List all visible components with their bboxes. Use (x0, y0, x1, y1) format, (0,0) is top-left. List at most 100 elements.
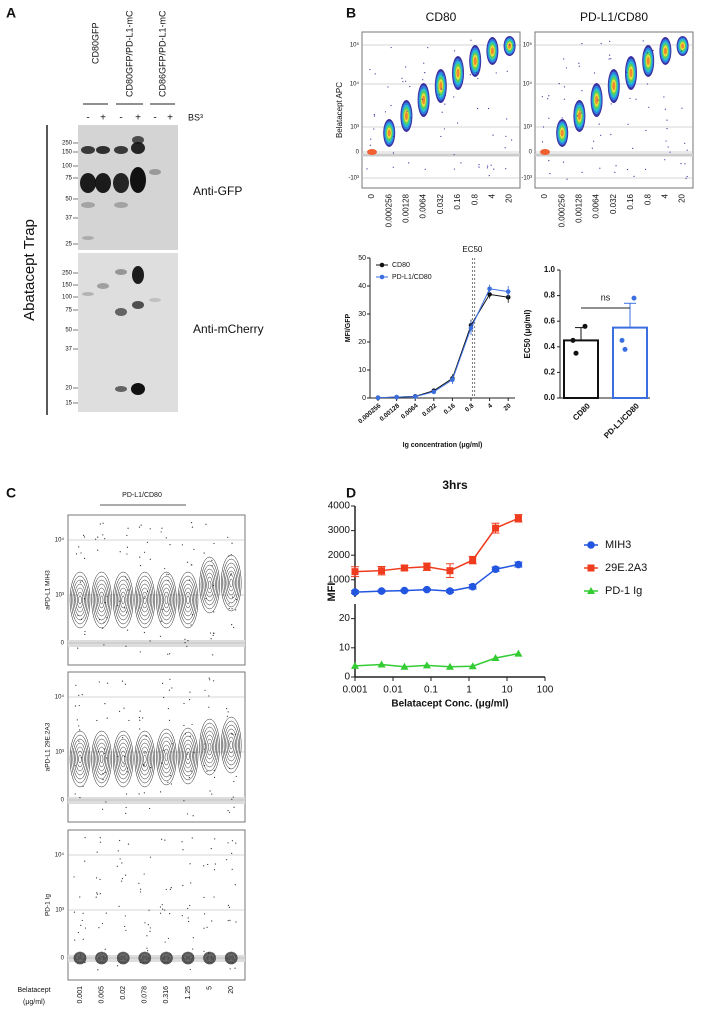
event-dot (104, 538, 106, 540)
contour (143, 595, 147, 605)
event-dot (139, 651, 141, 653)
data-point (446, 567, 454, 575)
event-dot (456, 122, 459, 124)
event-dot (168, 689, 170, 691)
data-point (514, 649, 523, 657)
contour (77, 955, 83, 961)
event-dot (140, 524, 142, 526)
data-point (582, 323, 588, 329)
event-dot (234, 884, 236, 886)
x-tick-label: 0.000256 (384, 193, 393, 227)
event-dot (125, 929, 127, 931)
contour (227, 954, 235, 962)
contour (159, 579, 174, 621)
x-tick-label: 0.0064 (592, 193, 601, 218)
event-dot (565, 67, 567, 69)
event-dot (453, 50, 456, 52)
contour (199, 556, 220, 614)
event-dot (181, 841, 183, 843)
contour (164, 955, 169, 961)
y-tick-label: -10³ (348, 176, 359, 182)
event-cloud (663, 47, 667, 55)
event-dot (102, 534, 104, 536)
contour (161, 744, 171, 770)
event-dot (548, 117, 550, 119)
contour (78, 956, 82, 960)
event-dot (183, 724, 185, 727)
contour (205, 953, 215, 963)
event-dot (669, 151, 671, 153)
event-cloud (422, 95, 426, 105)
event-dot (226, 715, 228, 717)
data-point (445, 662, 454, 670)
plot-frame (67, 829, 246, 981)
contour (76, 954, 84, 962)
y-tick-label: 20 (339, 613, 351, 624)
event-dot (80, 552, 82, 554)
contour (220, 716, 242, 774)
legend-marker (587, 541, 595, 549)
contour (205, 734, 215, 760)
event-dot (186, 561, 189, 563)
event-dot (680, 162, 682, 165)
y-tick-label: 0 (344, 672, 350, 683)
panel-letter: C (6, 485, 16, 501)
event-dot (146, 935, 148, 937)
x-tick-label: 4 (488, 193, 497, 198)
event-dot (143, 551, 146, 553)
contour (115, 579, 131, 621)
contour (204, 952, 216, 964)
event-dot (121, 862, 123, 864)
contour (121, 754, 125, 764)
contour (160, 583, 173, 617)
event-dot (487, 165, 489, 167)
contour (184, 747, 192, 765)
event-dot (95, 538, 97, 540)
y-tick-label: 10 (358, 367, 366, 374)
event-dot (125, 874, 127, 876)
event-dot (427, 47, 429, 49)
event-dot (104, 948, 106, 950)
data-point (570, 337, 576, 343)
event-dot (167, 653, 169, 655)
contour (115, 738, 131, 780)
event-dot (120, 880, 123, 882)
zero-band (68, 955, 245, 962)
mw-marker: 150 (62, 283, 73, 289)
event-dot (168, 573, 170, 576)
data-point (468, 582, 477, 591)
event-dot (102, 772, 104, 775)
contour (99, 595, 104, 605)
event-dot (686, 149, 688, 151)
contour (117, 742, 130, 776)
event-dot (148, 807, 151, 810)
contour (202, 726, 217, 768)
contour (74, 742, 86, 776)
event-dot (182, 849, 184, 851)
event-dot (101, 922, 104, 925)
event-dot (626, 71, 628, 73)
event-dot (209, 679, 211, 681)
event-cloud (612, 81, 616, 91)
legend-marker (587, 564, 595, 572)
event-cloud (681, 43, 685, 49)
event-dot (98, 681, 100, 683)
event-dot (95, 877, 98, 879)
blot-band (115, 386, 127, 392)
event-cloud (646, 57, 650, 65)
event-dot (79, 729, 81, 731)
event-dot (105, 801, 107, 803)
event-dot (213, 542, 215, 545)
x-tick-label: 20 (228, 986, 235, 994)
contour (222, 558, 241, 608)
contour (229, 955, 234, 961)
event-dot (421, 113, 423, 116)
data-point (375, 395, 381, 401)
event-dot (149, 640, 151, 642)
event-dot (119, 839, 121, 842)
event-dot (615, 165, 617, 167)
event-dot (369, 144, 371, 146)
zero-band (68, 640, 245, 647)
event-dot (644, 50, 646, 52)
